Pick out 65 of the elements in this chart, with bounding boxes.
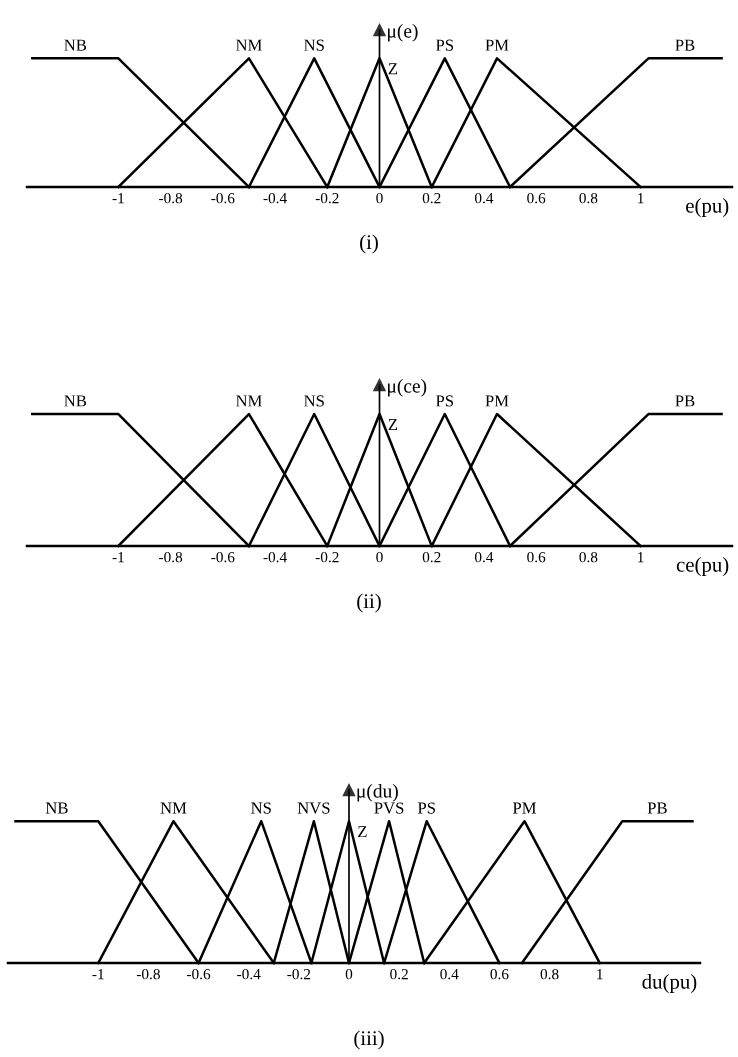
x-tick-label: -0.2: [287, 969, 311, 980]
x-tick-label: 0.8: [579, 552, 598, 563]
x-tick-label: 0: [376, 193, 383, 204]
x-tick-label: 0.4: [474, 552, 494, 563]
x-tick-label: -0.2: [315, 552, 339, 563]
x-tick-label: 1: [597, 969, 603, 980]
x-tick-label: 0.4: [474, 193, 494, 204]
series-label: NS: [304, 39, 324, 51]
x-tick-label: -0.6: [187, 969, 211, 980]
x-tick-label: -0.8: [159, 552, 183, 563]
x-axis-title: du(pu): [642, 974, 697, 993]
series-label: PS: [435, 395, 454, 407]
x-tick-label: -0.6: [211, 552, 235, 563]
y-axis-title: μ(ce): [388, 378, 427, 397]
series-label: NM: [236, 39, 262, 51]
series-label: PB: [675, 39, 695, 51]
x-tick-label: 0.2: [422, 552, 441, 563]
x-axis-title: ce(pu): [676, 557, 729, 576]
series-label: PS: [435, 39, 454, 51]
x-tick-label: 0.2: [390, 969, 408, 980]
series-label: PM: [485, 395, 509, 407]
x-tick-label: 0.8: [579, 193, 598, 204]
series-label: Z: [388, 63, 398, 75]
x-tick-label: -1: [112, 552, 124, 563]
x-tick-label: 0.2: [422, 193, 441, 204]
x-tick-label: 0.4: [440, 969, 459, 980]
x-tick-label: -0.8: [159, 193, 183, 204]
x-tick-label: -0.8: [136, 969, 160, 980]
series-label: NM: [236, 395, 262, 407]
y-axis-title: μ(du): [357, 783, 398, 802]
text: (i): [360, 234, 378, 254]
x-tick-label: 1: [638, 193, 644, 204]
y-axis-title: μ(e): [388, 23, 418, 42]
series-label: NB: [64, 395, 87, 407]
x-tick-label: 0: [345, 969, 353, 980]
x-tick-label: -0.2: [315, 193, 339, 204]
series-label: NM: [160, 802, 187, 814]
text: (ii): [357, 593, 381, 613]
x-tick-label: -1: [112, 193, 124, 204]
series-label: Z: [388, 419, 398, 430]
series-label: NS: [251, 802, 271, 814]
series-label: PM: [485, 39, 509, 51]
x-tick-label: -1: [92, 969, 104, 980]
x-tick-label: -0.4: [237, 969, 261, 980]
x-tick-label: 0.6: [527, 193, 546, 204]
x-tick-label: -0.4: [263, 193, 287, 204]
series-label: NB: [64, 39, 87, 51]
series-label: PM: [512, 802, 537, 814]
x-axis-title: e(pu): [686, 198, 729, 217]
x-tick-label: 0.6: [527, 552, 546, 563]
x-tick-label: 0.6: [490, 969, 509, 980]
x-tick-label: -0.4: [263, 552, 287, 563]
x-tick-label: 1: [638, 552, 644, 563]
series-label: NVS: [297, 802, 330, 814]
series-label: PB: [675, 395, 695, 407]
x-tick-label: 0.8: [540, 969, 559, 980]
x-tick-label: 0: [376, 552, 383, 563]
series-label: PVS: [374, 802, 404, 814]
series-label: Z: [358, 826, 367, 838]
text: (iii): [354, 1030, 384, 1050]
series-label: NS: [304, 395, 324, 407]
series-label: NB: [45, 802, 68, 814]
x-tick-label: -0.6: [211, 193, 235, 204]
series-label: PS: [417, 802, 435, 814]
series-label: PB: [647, 802, 667, 814]
